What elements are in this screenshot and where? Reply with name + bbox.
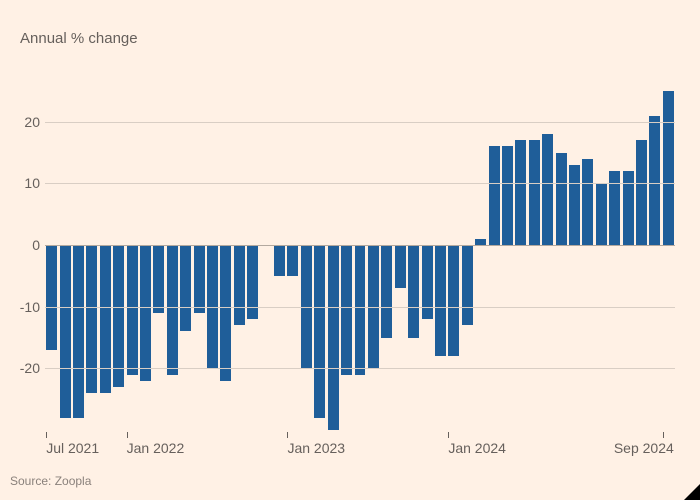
bar [381, 245, 392, 338]
bar [153, 245, 164, 313]
chart-container: Annual % change -20-1001020 Jul 2021Jan … [0, 0, 700, 500]
bar [515, 140, 526, 245]
bar [502, 146, 513, 245]
bar [489, 146, 500, 245]
x-tick-label: Jan 2024 [448, 440, 506, 456]
bar [582, 159, 593, 245]
grid-line [45, 122, 675, 123]
x-tick [46, 432, 47, 438]
y-tick-label: 0 [15, 237, 40, 253]
grid-line [45, 368, 675, 369]
bar [355, 245, 366, 375]
bar [341, 245, 352, 375]
bar [60, 245, 71, 418]
x-tick [287, 432, 288, 438]
x-tick [127, 432, 128, 438]
x-tick-label: Sep 2024 [614, 440, 674, 456]
bar [649, 116, 660, 246]
bar [127, 245, 138, 375]
bar [220, 245, 231, 381]
grid-line [45, 245, 675, 246]
grid-line [45, 307, 675, 308]
bar [395, 245, 406, 288]
bar [86, 245, 97, 393]
y-tick-label: -20 [15, 360, 40, 376]
corner-decoration-icon [684, 484, 700, 500]
bar [422, 245, 433, 319]
bar [100, 245, 111, 393]
bar [314, 245, 325, 418]
x-tick-label: Jan 2023 [287, 440, 345, 456]
bar [113, 245, 124, 387]
y-tick-label: -10 [15, 299, 40, 315]
bar [180, 245, 191, 331]
x-axis: Jul 2021 Jan 2022 Jan 2023 Jan 2024 Sep 2024 [45, 432, 675, 462]
bar [556, 153, 567, 246]
bar [140, 245, 151, 381]
bar [167, 245, 178, 375]
bar [636, 140, 647, 245]
bar [408, 245, 419, 338]
bar [194, 245, 205, 313]
y-tick-label: 10 [15, 175, 40, 191]
bar [328, 245, 339, 430]
source-credit: Source: Zoopla [10, 474, 91, 488]
bar [274, 245, 285, 276]
bar [663, 91, 674, 245]
bar [247, 245, 258, 319]
bar [623, 171, 634, 245]
grid-line [45, 183, 675, 184]
bar [448, 245, 459, 356]
x-tick [663, 432, 664, 438]
chart-subtitle: Annual % change [20, 30, 138, 47]
bar [73, 245, 84, 418]
bar [287, 245, 298, 276]
x-tick-label: Jan 2022 [127, 440, 185, 456]
bar [234, 245, 245, 325]
bar [569, 165, 580, 245]
bar [462, 245, 473, 325]
y-tick-label: 20 [15, 114, 40, 130]
bar [609, 171, 620, 245]
bar [435, 245, 446, 356]
bar [542, 134, 553, 245]
x-tick [448, 432, 449, 438]
bar [46, 245, 57, 350]
x-tick-label: Jul 2021 [46, 440, 99, 456]
bar [529, 140, 540, 245]
plot-area: -20-1001020 [45, 60, 675, 430]
bar [596, 183, 607, 245]
